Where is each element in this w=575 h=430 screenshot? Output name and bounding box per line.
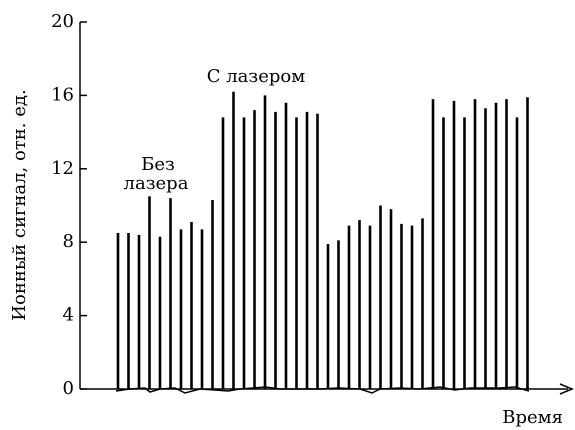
y-tick-label: 8 [63,231,74,252]
y-axis-label: Ионный сигнал, отн. ед. [9,89,30,320]
y-tick-label: 20 [51,11,74,32]
x-axis-label: Время [502,407,563,428]
x-axis-arrow [559,383,574,395]
y-tick-label: 12 [51,158,74,179]
annotation: Без [141,154,175,175]
baseline-noise [115,386,530,394]
annotation: лазера [124,173,189,194]
y-tick-label: 16 [51,84,74,105]
annotation: С лазером [207,66,306,87]
y-tick-label: 0 [63,378,74,399]
y-tick-label: 4 [63,305,74,326]
